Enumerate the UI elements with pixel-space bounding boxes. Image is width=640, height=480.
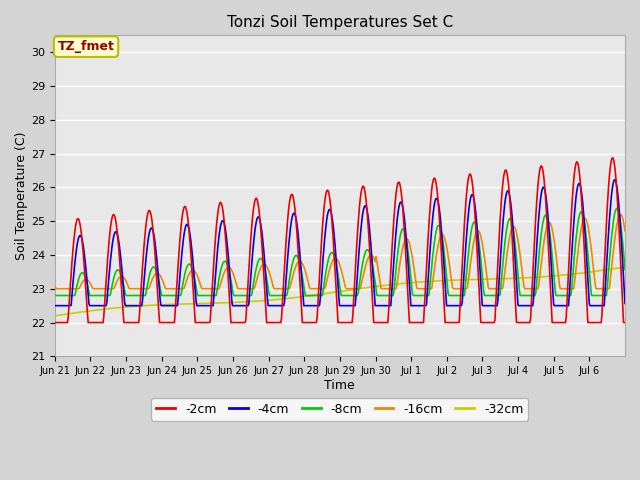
X-axis label: Time: Time xyxy=(324,379,355,392)
Legend: -2cm, -4cm, -8cm, -16cm, -32cm: -2cm, -4cm, -8cm, -16cm, -32cm xyxy=(151,398,529,420)
Title: Tonzi Soil Temperatures Set C: Tonzi Soil Temperatures Set C xyxy=(227,15,453,30)
Y-axis label: Soil Temperature (C): Soil Temperature (C) xyxy=(15,132,28,260)
Text: TZ_fmet: TZ_fmet xyxy=(58,40,115,53)
